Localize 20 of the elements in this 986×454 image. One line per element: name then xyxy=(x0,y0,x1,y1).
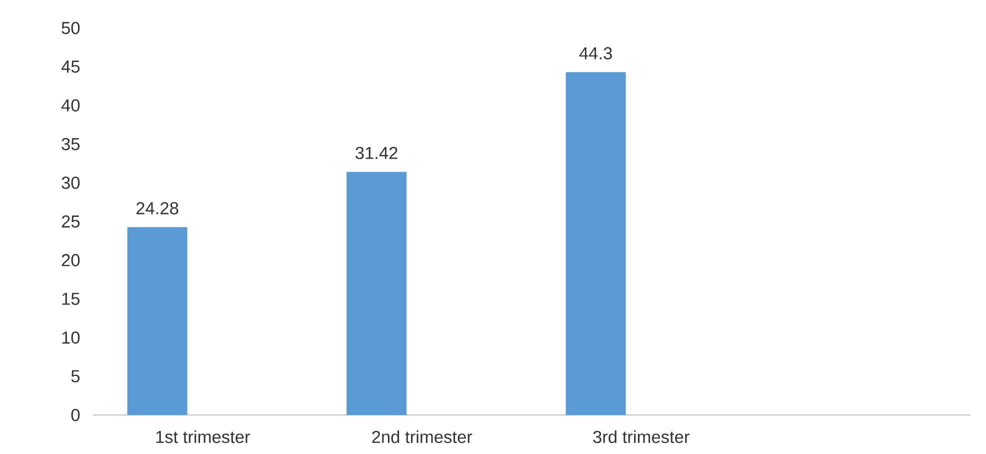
y-tick-label: 20 xyxy=(62,254,80,266)
bar xyxy=(127,227,188,415)
y-tick-label: 15 xyxy=(62,292,80,305)
y-tick-label: 10 xyxy=(62,331,80,344)
x-tick-label: 1st trimester xyxy=(156,430,250,444)
data-label: 31.42 xyxy=(356,146,398,160)
bar xyxy=(566,72,626,415)
y-tick-label: 30 xyxy=(62,176,80,189)
data-label: 44.3 xyxy=(579,47,612,60)
x-tick-label: 2nd trimester xyxy=(372,430,472,444)
y-tick-label: 5 xyxy=(71,370,80,382)
y-tick-label: 25 xyxy=(62,215,80,228)
y-tick-label: 50 xyxy=(62,22,80,34)
bar xyxy=(346,172,407,415)
data-label: 24.28 xyxy=(136,202,178,214)
y-tick-label: 35 xyxy=(62,138,80,150)
y-tick-label: 0 xyxy=(71,408,80,422)
y-tick-label: 40 xyxy=(61,99,80,112)
x-tick-label: 3rd trimester xyxy=(593,430,690,444)
y-tick-label: 45 xyxy=(61,60,80,73)
